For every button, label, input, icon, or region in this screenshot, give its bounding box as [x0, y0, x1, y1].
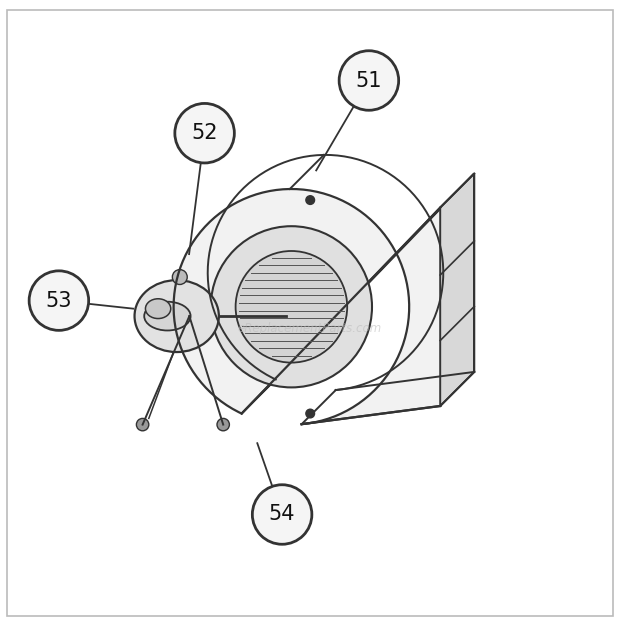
Circle shape — [252, 485, 312, 544]
Polygon shape — [242, 173, 474, 414]
Text: 51: 51 — [356, 71, 382, 91]
Circle shape — [172, 270, 187, 284]
Circle shape — [217, 418, 229, 431]
Polygon shape — [440, 173, 474, 406]
Text: eReplacementParts.com: eReplacementParts.com — [238, 322, 382, 335]
Ellipse shape — [135, 280, 219, 352]
Circle shape — [306, 196, 314, 205]
Circle shape — [175, 103, 234, 163]
Circle shape — [211, 226, 372, 387]
Ellipse shape — [144, 302, 190, 331]
Circle shape — [136, 418, 149, 431]
Circle shape — [306, 409, 314, 418]
Circle shape — [339, 51, 399, 110]
Polygon shape — [174, 189, 440, 424]
Text: 54: 54 — [269, 505, 295, 525]
Circle shape — [236, 251, 347, 362]
Circle shape — [29, 271, 89, 331]
Ellipse shape — [146, 299, 170, 319]
Text: 52: 52 — [192, 123, 218, 143]
Text: 53: 53 — [46, 290, 72, 310]
